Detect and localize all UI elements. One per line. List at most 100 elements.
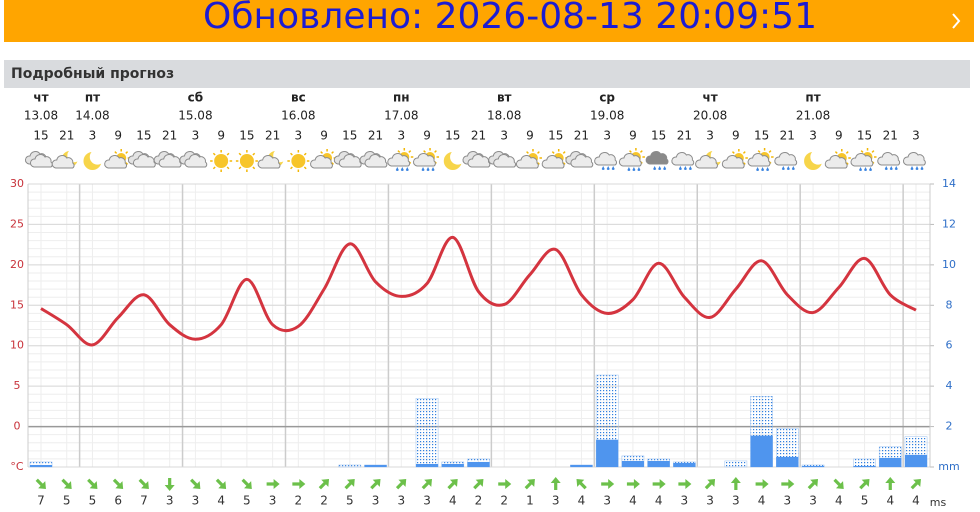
wind-speed: 5 (861, 494, 869, 508)
day-name: пн (393, 91, 410, 105)
rain-drop (405, 167, 409, 172)
wind-arrow (910, 479, 921, 490)
rain-drop (884, 166, 888, 171)
wind-speed: 4 (217, 494, 225, 508)
wind-speed: 3 (681, 494, 689, 508)
cloud (310, 155, 333, 169)
day-date: 19.08 (590, 109, 624, 123)
moon-shadow (810, 149, 826, 165)
day-date: 21.08 (796, 109, 830, 123)
wind-arrow (138, 478, 149, 489)
hour-label: 9 (114, 129, 122, 143)
banner[interactable] (4, 0, 974, 42)
sun-ray (757, 150, 761, 153)
cloud (671, 152, 695, 166)
wind-speed: 4 (912, 494, 920, 508)
hour-label: 21 (162, 129, 177, 143)
hour-label: 21 (780, 129, 795, 143)
sun-ray (551, 151, 555, 154)
weather-icon (515, 149, 542, 169)
hour-label: 15 (754, 129, 769, 143)
y-tick-label: 25 (10, 217, 24, 230)
wind-arrow-shape (601, 479, 615, 489)
weather-icon (645, 151, 669, 171)
wind-arrow-shape (395, 479, 407, 490)
hour-label: 21 (677, 129, 692, 143)
wind-speed: 4 (835, 494, 843, 508)
wind-speed: 5 (63, 494, 71, 508)
weather-icon (25, 151, 53, 168)
hour-label: 9 (217, 129, 225, 143)
rain-drop (426, 167, 430, 172)
rain-drop (611, 166, 615, 171)
wind-speed: 2 (295, 494, 303, 508)
hour-label: 15 (136, 129, 151, 143)
weather-icon (488, 151, 517, 168)
day-name: чт (33, 91, 48, 105)
wind-arrow-shape (266, 479, 280, 489)
rain-drop (786, 166, 790, 171)
section-header (4, 60, 970, 88)
weather-icon (804, 149, 826, 170)
rain-drop (653, 166, 657, 171)
wind-arrow-shape (87, 478, 98, 489)
moon-shadow (450, 149, 466, 165)
wind-arrow-shape (292, 479, 306, 489)
cloud (618, 153, 642, 167)
hour-label: 15 (342, 129, 357, 143)
weather-icon (210, 150, 233, 172)
weather-icon (594, 152, 617, 171)
weather-icon (695, 148, 725, 169)
y2-tick-label: 6 (946, 339, 953, 352)
hour-label: 21 (59, 129, 74, 143)
y-tick-label: 5 (14, 379, 21, 392)
wind-arrow (190, 478, 201, 489)
wind-arrow (395, 479, 407, 490)
weather-icon (721, 149, 748, 169)
y-tick-label: °С (10, 460, 24, 473)
cloud (257, 155, 281, 169)
wind-arrow (112, 478, 124, 489)
wind-arrow-shape (859, 479, 870, 490)
wind-arrow-shape (344, 479, 355, 490)
hour-label: 9 (320, 129, 328, 143)
wind-speed: 3 (732, 494, 740, 508)
cloud (493, 154, 517, 168)
wind-arrow (344, 479, 355, 490)
cloud (104, 155, 127, 169)
banner-chevron[interactable] (952, 13, 961, 29)
weather-icon (877, 152, 901, 171)
sun-ray (238, 152, 242, 156)
weather-icon (235, 150, 258, 172)
wind-arrow (241, 478, 252, 489)
wind-arrow-shape (164, 478, 175, 491)
weather-icon (287, 150, 310, 172)
wind-arrow-shape (626, 479, 640, 489)
sun-ray (742, 151, 746, 154)
sun-ray (290, 152, 293, 156)
hour-label: 9 (732, 129, 740, 143)
cloud (774, 152, 798, 166)
rain-drop (910, 166, 914, 171)
sun-ray (226, 166, 230, 170)
wind-arrow-shape (447, 479, 458, 490)
hour-label: 3 (295, 129, 303, 143)
sun-ray (562, 151, 566, 154)
cloud (721, 155, 745, 169)
day-date: 14.08 (75, 109, 109, 123)
wind-arrow (292, 479, 306, 489)
cloud (184, 154, 208, 168)
wind-speed: 5 (346, 494, 354, 508)
banner-text: Обновлено: 2026-08-13 20:09:51 (203, 0, 817, 37)
hour-label: 15 (239, 129, 254, 143)
wind-arrow (447, 479, 458, 490)
precipitation-bar (673, 462, 696, 467)
rain-drop (601, 166, 605, 171)
day-name: пт (85, 91, 100, 105)
y2-tick-label: 14 (942, 177, 956, 190)
wind-arrow-shape (35, 478, 46, 489)
sun-ray (125, 162, 129, 165)
hour-label: 15 (445, 129, 460, 143)
cloud (413, 153, 436, 167)
sun-ray (212, 166, 216, 170)
